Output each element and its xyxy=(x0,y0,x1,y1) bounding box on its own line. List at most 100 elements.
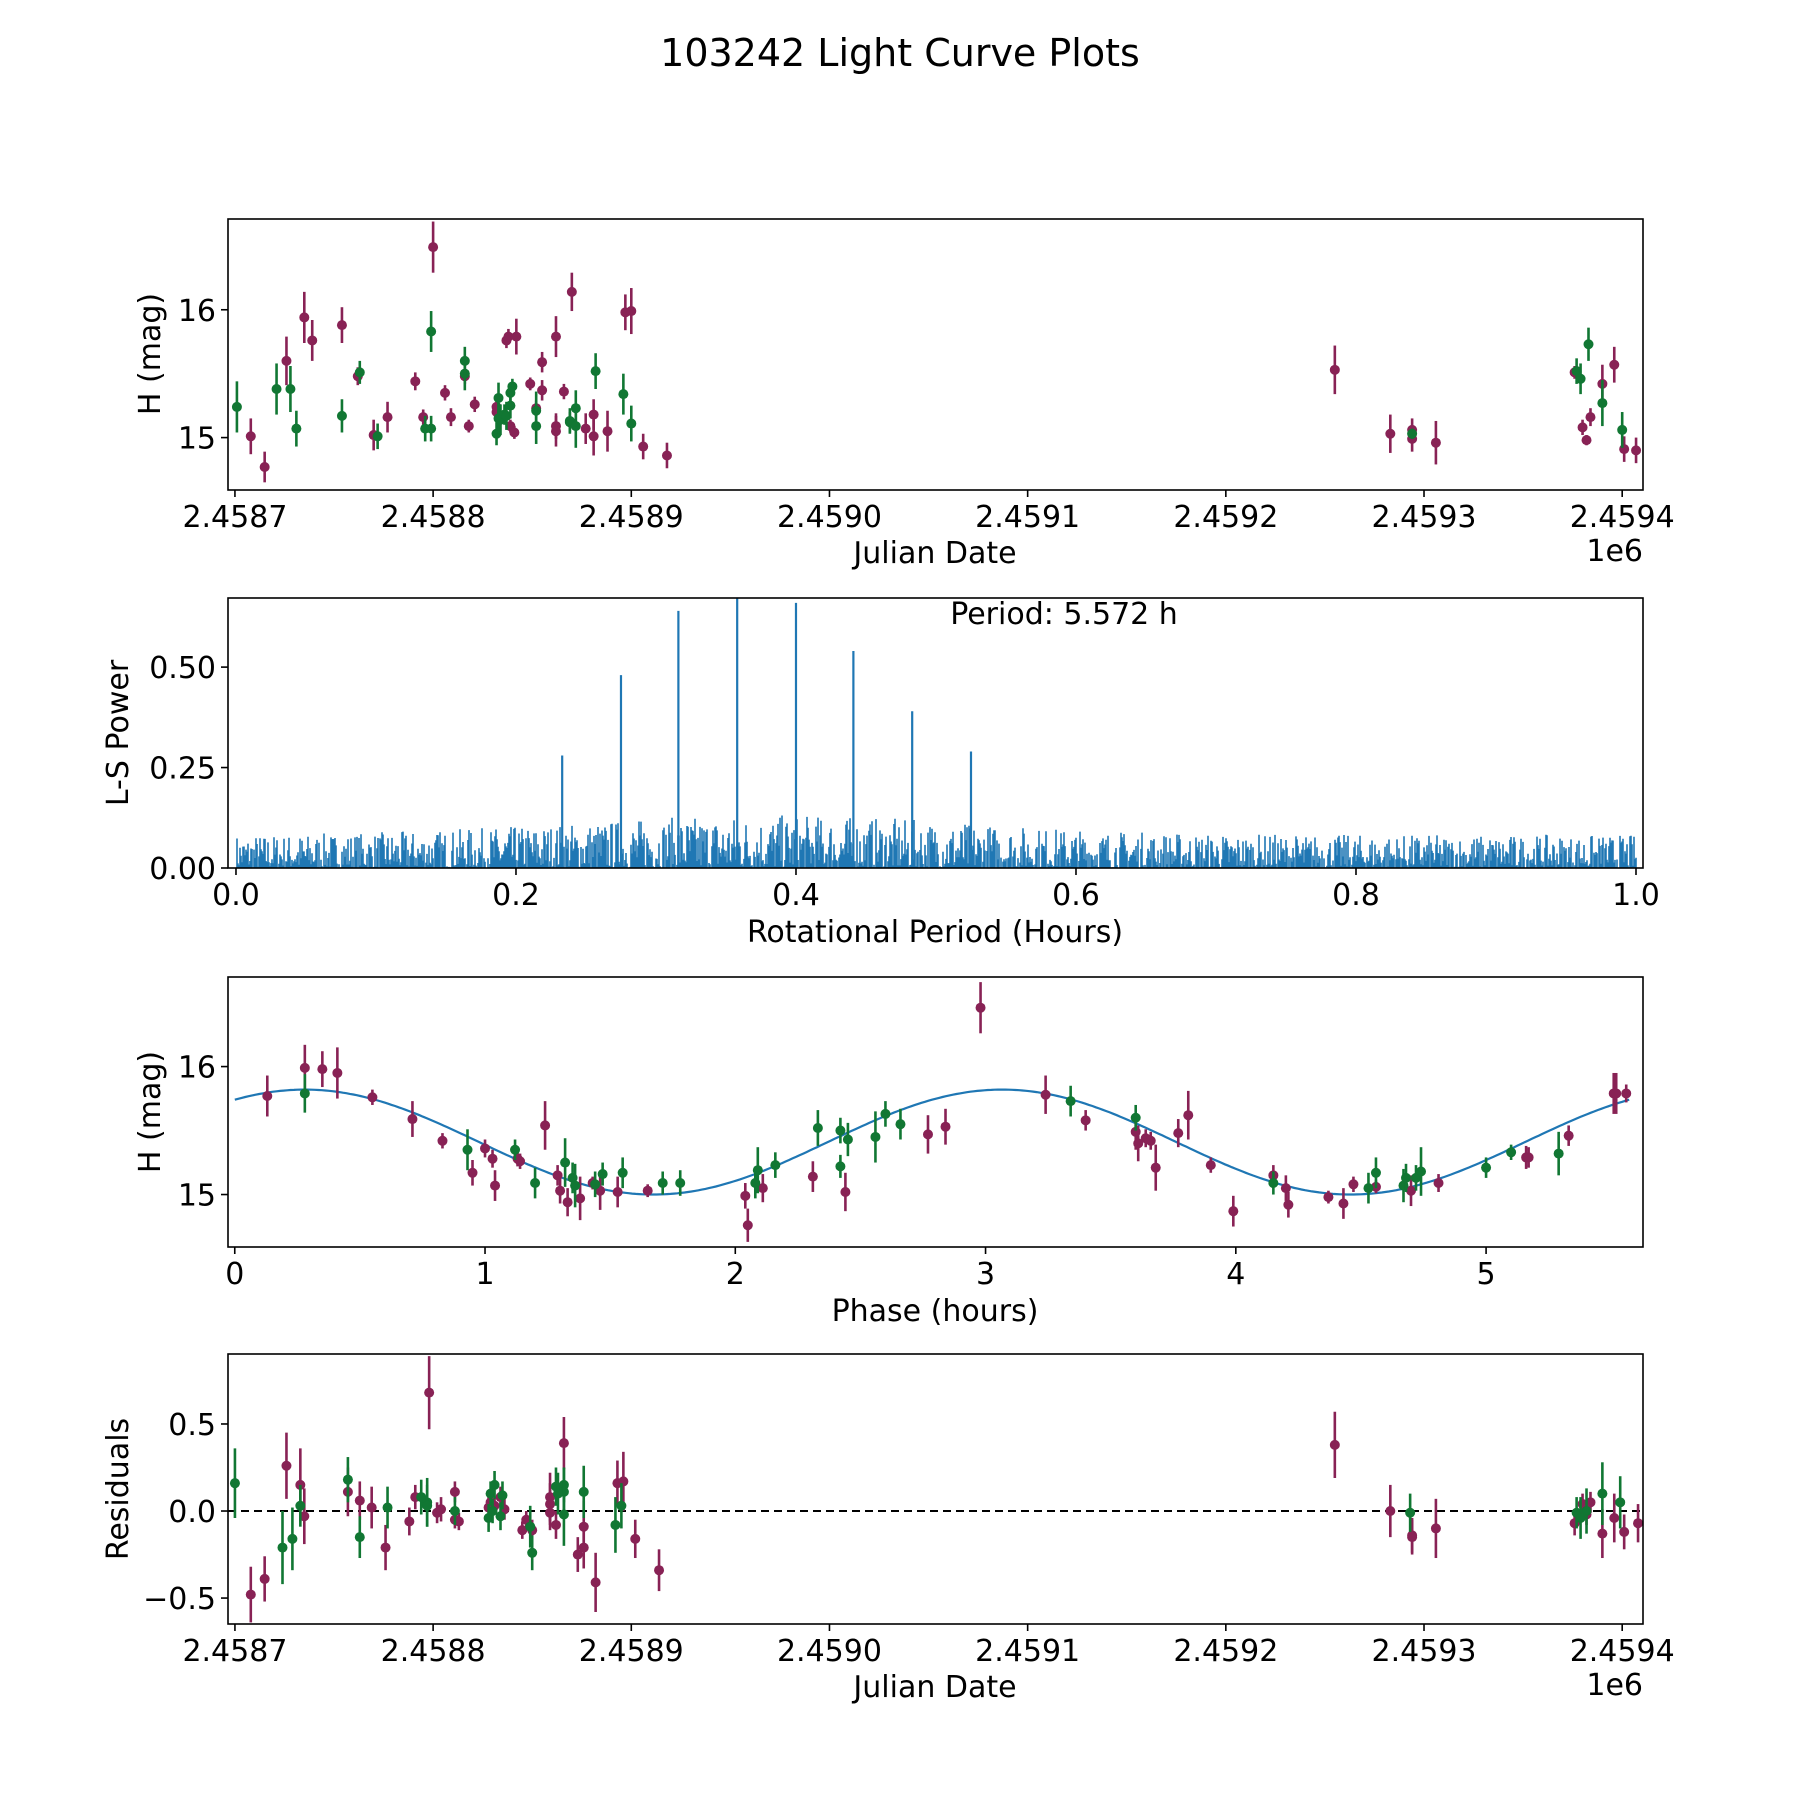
y-tick-label: 0.25 xyxy=(149,752,216,787)
data-point xyxy=(426,326,437,337)
data-point xyxy=(372,431,383,442)
data-point xyxy=(570,403,581,414)
data-point xyxy=(922,1129,933,1140)
panel-phased: 0 1 2 3 4 5 15 16 Phase (hours) H (mag) xyxy=(133,976,1644,1329)
data-point xyxy=(1617,424,1628,435)
data-point xyxy=(675,1178,686,1189)
data-point xyxy=(575,1193,586,1204)
data-point xyxy=(580,423,591,434)
data-point xyxy=(1133,1138,1144,1149)
data-point xyxy=(602,426,613,437)
lightcurve-ylabel: H (mag) xyxy=(133,293,168,415)
data-point xyxy=(1228,1206,1239,1217)
data-point xyxy=(1583,339,1594,350)
data-point xyxy=(467,1167,478,1178)
data-point xyxy=(1571,366,1582,377)
residuals-ylabel: Residuals xyxy=(101,1418,136,1560)
data-point xyxy=(271,384,282,395)
data-point xyxy=(1080,1115,1091,1126)
data-point xyxy=(480,1143,491,1154)
data-point xyxy=(617,1167,628,1178)
data-point xyxy=(1506,1147,1517,1158)
data-point xyxy=(560,1157,571,1168)
x-tick-label: 2.4591 xyxy=(975,500,1080,535)
data-point xyxy=(1621,1088,1632,1099)
data-point xyxy=(459,355,470,366)
lightcurve-axes-frame xyxy=(227,218,1644,491)
data-point xyxy=(1329,364,1340,375)
data-point xyxy=(487,1506,498,1517)
data-point xyxy=(354,1532,365,1543)
data-point xyxy=(437,1135,448,1146)
data-point xyxy=(525,378,536,389)
data-point xyxy=(354,1495,365,1506)
data-point xyxy=(1575,373,1586,384)
data-point xyxy=(245,431,256,442)
x-tick-label: 0.2 xyxy=(492,878,540,913)
data-point xyxy=(1563,1130,1574,1141)
data-point xyxy=(1150,1162,1161,1173)
data-point xyxy=(537,357,548,368)
data-point xyxy=(424,1387,435,1398)
x-tick-label: 2.4591 xyxy=(975,1634,1080,1669)
data-point xyxy=(510,1144,521,1155)
data-point xyxy=(572,1549,583,1560)
data-point xyxy=(511,331,522,342)
x-tick-label: 0.0 xyxy=(212,878,260,913)
data-point xyxy=(1430,1523,1441,1534)
x-tick-label: 0.4 xyxy=(772,878,820,913)
data-point xyxy=(552,1170,563,1181)
residuals-xlabel: Julian Date xyxy=(851,1670,1016,1705)
data-point xyxy=(436,1504,447,1515)
panel-lightcurve: 2.4587 2.4588 2.4589 2.4590 2.4591 2.4592 2.45… xyxy=(133,218,1675,571)
periodogram-xlabel: Rotational Period (Hours) xyxy=(747,915,1123,950)
data-point xyxy=(835,1161,846,1172)
data-point xyxy=(757,1183,768,1194)
data-point xyxy=(1577,422,1588,433)
data-point xyxy=(740,1190,751,1201)
data-point xyxy=(558,386,569,397)
data-point xyxy=(445,412,456,423)
data-point xyxy=(262,1091,273,1102)
y-tick-label: 0.00 xyxy=(149,852,216,887)
data-point xyxy=(975,1002,986,1013)
data-point xyxy=(840,1186,851,1197)
y-tick-label: 0.50 xyxy=(149,651,216,686)
data-point xyxy=(597,1169,608,1180)
phased-marks xyxy=(234,982,1632,1242)
data-point xyxy=(501,410,512,421)
data-point xyxy=(336,410,347,421)
data-point xyxy=(1433,1178,1444,1189)
data-point xyxy=(1619,444,1630,455)
data-point xyxy=(1338,1198,1349,1209)
data-point xyxy=(590,1577,601,1588)
x-tick-label: 2.4588 xyxy=(381,1634,486,1669)
data-point xyxy=(550,1519,561,1530)
data-point xyxy=(588,409,599,420)
data-point xyxy=(1615,1497,1626,1508)
data-point xyxy=(1619,1526,1630,1537)
data-point xyxy=(545,1507,556,1518)
data-point xyxy=(449,1486,460,1497)
data-point xyxy=(285,384,296,395)
data-point xyxy=(1385,428,1396,439)
data-point xyxy=(537,385,548,396)
data-point xyxy=(410,376,421,387)
data-point xyxy=(307,335,318,346)
phased-xlabel: Phase (hours) xyxy=(832,1294,1039,1329)
data-point xyxy=(366,1502,377,1513)
data-point xyxy=(490,1180,501,1191)
data-point xyxy=(453,1516,464,1527)
data-point xyxy=(590,1179,601,1190)
data-point xyxy=(299,1062,310,1073)
data-point xyxy=(752,1165,763,1176)
x-tick-label: 2.4589 xyxy=(579,500,684,535)
x-tick-label: 2.4594 xyxy=(1570,1634,1675,1669)
data-point xyxy=(618,1476,629,1487)
data-point xyxy=(578,1521,589,1532)
data-point xyxy=(515,1156,526,1167)
x-tick-label: 2.4588 xyxy=(381,500,486,535)
data-point xyxy=(517,1525,528,1536)
phased-ylabel: H (mag) xyxy=(133,1051,168,1173)
